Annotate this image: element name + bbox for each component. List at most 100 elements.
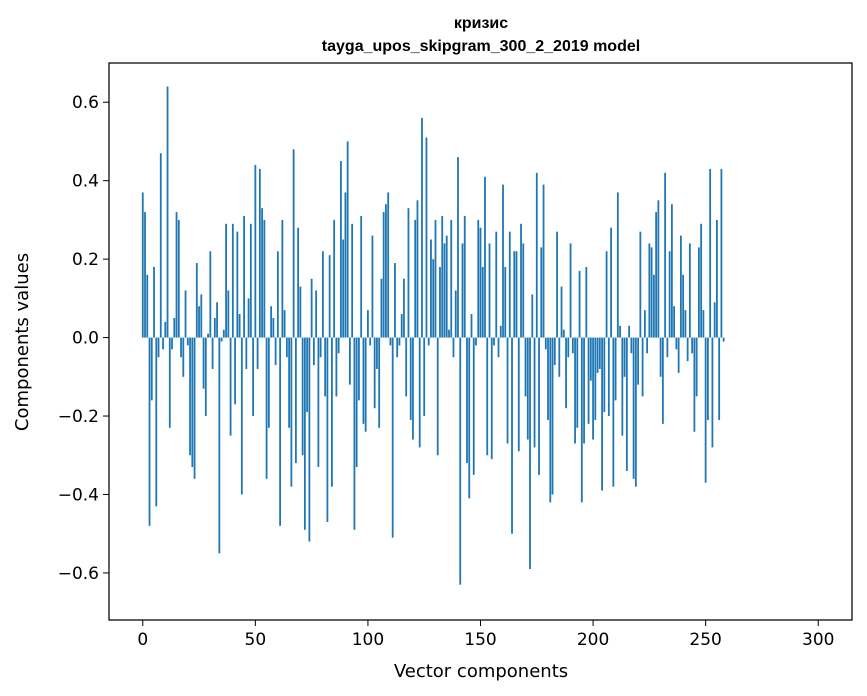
bar-179 xyxy=(544,337,547,350)
bar-202 xyxy=(596,337,599,373)
bar-58 xyxy=(272,317,275,338)
y-tick-label: −0.6 xyxy=(58,564,99,584)
bar-251 xyxy=(707,337,709,420)
bar-180 xyxy=(547,337,549,420)
bar-216 xyxy=(628,325,630,338)
bar-250 xyxy=(704,337,707,483)
bar-120 xyxy=(412,337,414,440)
bar-42 xyxy=(236,231,239,338)
bar-16 xyxy=(177,219,180,338)
bar-237 xyxy=(675,337,678,350)
bar-134 xyxy=(443,243,446,338)
bar-200 xyxy=(592,337,594,440)
bar-112 xyxy=(394,263,396,338)
bar-178 xyxy=(542,184,545,338)
bar-40 xyxy=(231,223,234,338)
bar-235 xyxy=(670,204,673,338)
bar-64 xyxy=(285,337,288,358)
bar-239 xyxy=(679,235,682,338)
bar-151 xyxy=(481,266,484,338)
bar-2 xyxy=(146,274,149,338)
bar-164 xyxy=(511,337,513,534)
chart-subtitle: tayga_upos_skipgram_300_2_2019 model xyxy=(322,38,640,55)
bar-176 xyxy=(538,337,540,475)
bar-149 xyxy=(477,219,480,338)
bar-0 xyxy=(141,192,144,338)
y-tick-label: −0.4 xyxy=(58,485,99,505)
bar-74 xyxy=(308,337,311,542)
bar-131 xyxy=(436,337,439,456)
bar-118 xyxy=(407,208,410,338)
bar-228 xyxy=(655,212,658,338)
bar-46 xyxy=(245,337,248,369)
bar-54 xyxy=(263,219,266,338)
bar-135 xyxy=(445,235,448,338)
bar-203 xyxy=(598,337,601,369)
bar-220 xyxy=(637,337,640,385)
bar-38 xyxy=(227,290,230,338)
bar-201 xyxy=(594,337,597,420)
bar-246 xyxy=(695,337,698,397)
bar-79 xyxy=(319,337,322,358)
bar-116 xyxy=(403,278,405,338)
bar-51 xyxy=(256,337,259,369)
x-axis-ticks: 0 50 100 150 200 250 300 xyxy=(137,620,834,650)
bar-231 xyxy=(661,337,664,424)
bar-23 xyxy=(193,337,196,479)
bar-70 xyxy=(299,286,302,338)
bar-230 xyxy=(659,337,662,377)
bar-41 xyxy=(234,337,236,405)
y-axis-ticks: 0.6 0.4 0.2 0.0 −0.2 −0.4 −0.6 xyxy=(58,93,109,584)
bar-4 xyxy=(150,337,153,401)
bar-191 xyxy=(571,337,574,354)
bar-86 xyxy=(335,337,338,397)
bar-87 xyxy=(337,337,340,354)
bar-117 xyxy=(405,337,408,397)
bar-12 xyxy=(168,337,171,428)
bar-78 xyxy=(317,337,320,468)
x-tick-label: 100 xyxy=(352,630,384,650)
bar-66 xyxy=(290,337,293,487)
bar-169 xyxy=(522,243,525,338)
bar-153 xyxy=(486,337,489,456)
bar-100 xyxy=(367,310,369,338)
bar-208 xyxy=(610,227,612,338)
bar-104 xyxy=(376,337,378,369)
bar-214 xyxy=(623,337,626,377)
bar-183 xyxy=(553,337,556,366)
bar-125 xyxy=(423,337,426,417)
bar-52 xyxy=(258,168,261,338)
bar-95 xyxy=(355,337,358,468)
bar-227 xyxy=(652,274,655,338)
bar-256 xyxy=(718,337,721,420)
bar-8 xyxy=(159,153,162,338)
x-tick-label: 0 xyxy=(137,630,148,650)
bar-244 xyxy=(691,337,694,354)
bar-20 xyxy=(186,337,189,346)
bar-108 xyxy=(385,204,387,338)
x-axis-label: Vector components xyxy=(394,661,568,682)
bar-71 xyxy=(301,337,304,456)
bar-232 xyxy=(664,172,667,338)
bar-209 xyxy=(612,337,615,487)
plot-frame xyxy=(108,62,853,621)
bar-83 xyxy=(328,255,331,338)
bar-75 xyxy=(310,278,313,338)
bar-184 xyxy=(556,231,558,338)
bar-197 xyxy=(585,266,588,338)
bar-59 xyxy=(274,337,277,366)
bar-255 xyxy=(716,219,718,338)
bar-219 xyxy=(634,337,637,487)
bar-127 xyxy=(427,337,430,346)
bar-248 xyxy=(700,223,703,338)
bar-170 xyxy=(524,337,527,397)
bar-156 xyxy=(493,337,495,346)
bar-211 xyxy=(616,192,619,338)
bar-165 xyxy=(513,251,516,338)
bar-206 xyxy=(605,251,608,338)
bar-218 xyxy=(632,337,635,479)
bar-114 xyxy=(398,337,401,346)
bar-35 xyxy=(220,337,223,342)
bar-258 xyxy=(722,337,725,342)
bar-29 xyxy=(207,333,209,338)
